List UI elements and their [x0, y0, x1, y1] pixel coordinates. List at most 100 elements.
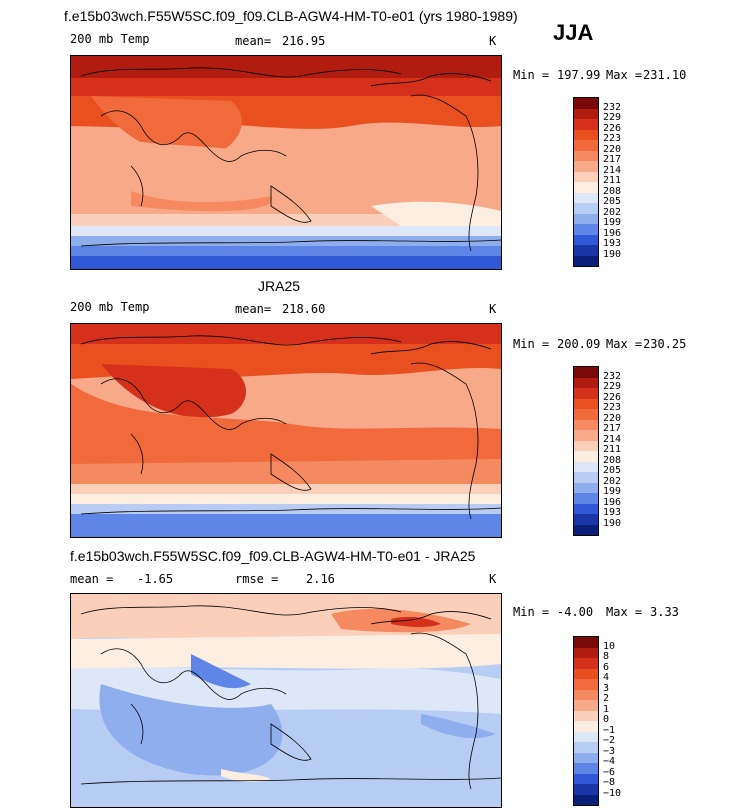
colorbar-tick-label: 220	[603, 412, 622, 424]
colorbar-swatch	[574, 255, 598, 266]
colorbar-swatch	[574, 731, 598, 742]
colorbar-tick-label: 211	[603, 444, 622, 455]
colorbar-tick-label: 205	[603, 465, 622, 476]
panel-1-variable: 200 mb Temp	[70, 32, 150, 46]
colorbar-swatch	[574, 668, 598, 679]
panel-3-units: K	[489, 572, 497, 586]
panel-1-mean-label: mean=	[235, 34, 272, 48]
panel-2-map-field	[71, 324, 501, 537]
panel-2-mean-label: mean=	[235, 302, 272, 316]
colorbar-tick-label: 190	[603, 248, 622, 260]
colorbar-tick-label: 217	[603, 154, 622, 165]
colorbar-swatch	[574, 234, 598, 245]
colorbar-swatch	[574, 409, 598, 420]
colorbar-swatch	[574, 182, 598, 193]
panel-1-title: f.e15b03wch.F55W5SC.f09_f09.CLB-AGW4-HM-…	[64, 8, 518, 24]
colorbar-tick-label: 220	[603, 143, 622, 155]
colorbar-tick-label: 10	[603, 640, 616, 652]
colorbar-tick-label: 190	[603, 517, 622, 529]
colorbar-tick-label: 199	[603, 217, 622, 228]
colorbar-swatch	[574, 689, 598, 700]
colorbar-swatch	[574, 461, 598, 472]
panel-3-max: 3.33	[650, 605, 679, 619]
colorbar-swatch	[574, 377, 598, 388]
colorbar-swatch	[574, 367, 598, 378]
colorbar-tick-label: 2	[603, 693, 610, 704]
panel-2-max-label: Max =	[606, 337, 643, 351]
colorbar-swatch	[574, 647, 598, 658]
panel-2-units: K	[489, 302, 497, 316]
colorbar-tick-label: 193	[603, 238, 622, 249]
colorbar-swatch	[574, 108, 598, 119]
colorbar-tick-label: 223	[603, 402, 622, 413]
colorbar-swatch	[574, 203, 598, 214]
panel-2-map	[70, 323, 502, 538]
colorbar-swatch	[574, 98, 598, 109]
colorbar-tick-label: 202	[603, 475, 622, 487]
panel-1-min-label: Min =	[513, 68, 550, 82]
colorbar-swatch	[574, 440, 598, 451]
colorbar-swatch	[574, 514, 598, 525]
colorbar-tick-label: 202	[603, 206, 622, 218]
colorbar-swatch	[574, 161, 598, 172]
panel-3-map	[70, 593, 502, 808]
colorbar-swatch	[574, 503, 598, 514]
panel-1-mean: 216.95	[282, 34, 326, 48]
panel-3-max-label: Max =	[606, 605, 643, 619]
colorbar-tick-label: 229	[603, 381, 622, 392]
colorbar-tick-label: −10	[603, 787, 622, 799]
colorbar-tick-label: −2	[603, 735, 616, 746]
colorbar-tick-label: 196	[603, 227, 622, 239]
colorbar-swatch	[574, 398, 598, 409]
colorbar-tick-label: 4	[603, 672, 610, 683]
colorbar-tick-label: 205	[603, 196, 622, 207]
colorbar-tick-label: −8	[603, 777, 616, 788]
colorbar-swatch	[574, 784, 598, 795]
colorbar-swatch	[574, 752, 598, 763]
panel-1-max-label: Max =	[606, 68, 643, 82]
colorbar-tick-label: 193	[603, 507, 622, 518]
panel-2-variable: 200 mb Temp	[70, 300, 150, 314]
panel-3-rmse-label: rmse =	[235, 572, 279, 586]
panel-3-colorbar	[573, 636, 599, 806]
colorbar-swatch	[574, 140, 598, 151]
colorbar-swatch	[574, 119, 598, 130]
panel-2-min: 200.09	[557, 337, 601, 351]
colorbar-tick-label: 196	[603, 496, 622, 508]
colorbar-tick-label: 208	[603, 454, 622, 466]
panel-2-mean: 218.60	[282, 302, 326, 316]
colorbar-swatch	[574, 171, 598, 182]
panel-1-min: 197.99	[557, 68, 601, 82]
colorbar-tick-label: 217	[603, 423, 622, 434]
panel-1-map	[70, 55, 502, 270]
colorbar-tick-label: 3	[603, 682, 610, 694]
colorbar-swatch	[574, 419, 598, 430]
colorbar-swatch	[574, 794, 598, 805]
colorbar-swatch	[574, 388, 598, 399]
colorbar-swatch	[574, 150, 598, 161]
colorbar-swatch	[574, 129, 598, 140]
colorbar-swatch	[574, 430, 598, 441]
panel-3-mean-label: mean =	[70, 572, 114, 586]
colorbar-tick-label: 223	[603, 133, 622, 144]
colorbar-tick-label: 208	[603, 185, 622, 197]
panel-3-min-label: Min =	[513, 605, 550, 619]
season-label: JJA	[553, 20, 594, 45]
colorbar-tick-label: 232	[603, 370, 622, 382]
colorbar-tick-label: 214	[603, 433, 622, 445]
panel-1-max: 231.10	[643, 68, 687, 82]
colorbar-tick-label: 226	[603, 122, 622, 134]
panel-1-units: K	[489, 34, 497, 48]
panel-2-title: JRA25	[258, 278, 301, 294]
colorbar-tick-label: −6	[603, 766, 616, 778]
colorbar-swatch	[574, 637, 598, 648]
colorbar-tick-label: 6	[603, 661, 610, 673]
colorbar-tick-label: 211	[603, 175, 622, 186]
colorbar-swatch	[574, 472, 598, 483]
colorbar-swatch	[574, 224, 598, 235]
colorbar-swatch	[574, 493, 598, 504]
panel-3-rmse: 2.16	[306, 572, 335, 586]
panel-3-min: -4.00	[557, 605, 594, 619]
colorbar-swatch	[574, 524, 598, 535]
colorbar-swatch	[574, 245, 598, 256]
